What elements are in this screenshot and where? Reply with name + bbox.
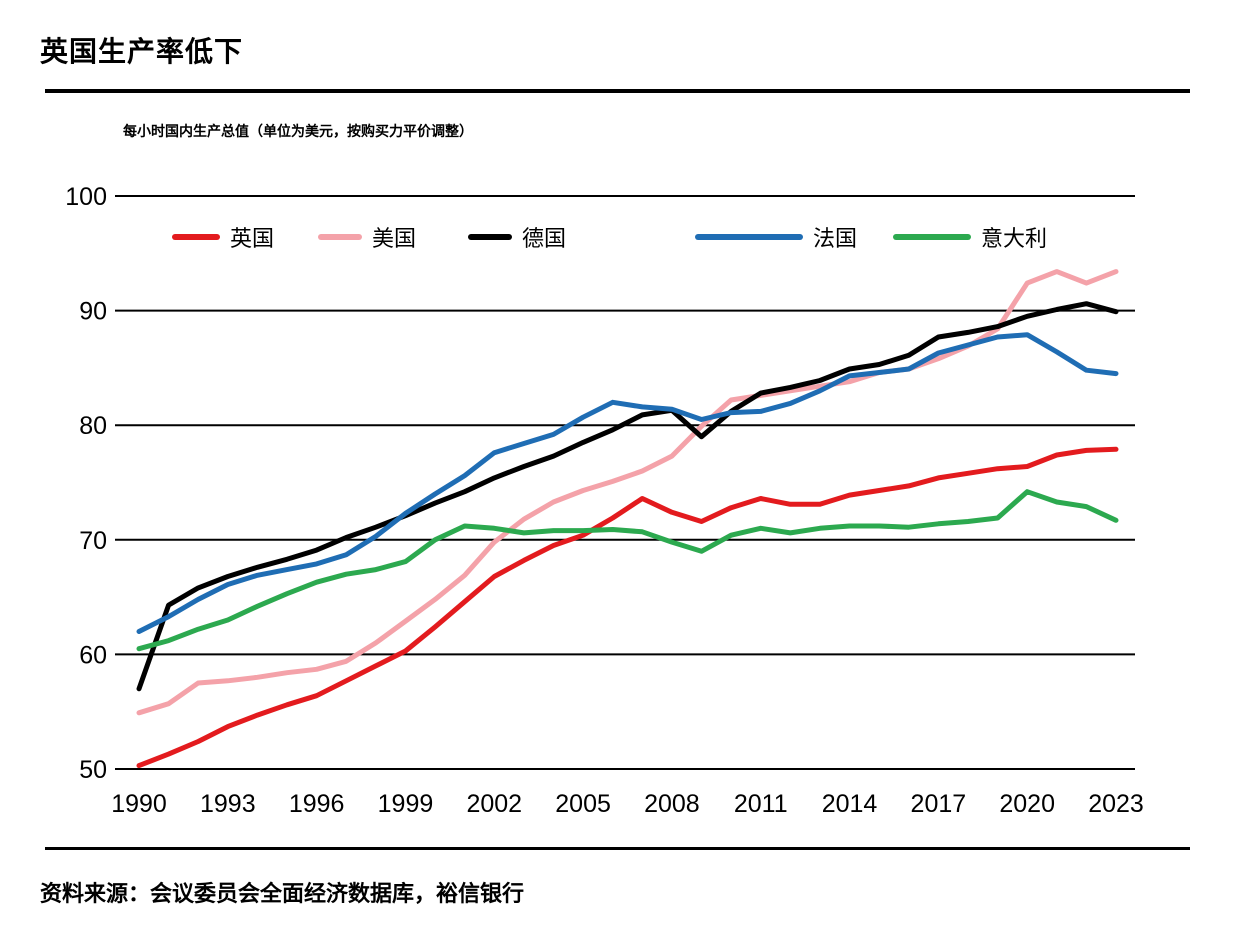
x-tick-label-1990: 1990 (111, 790, 167, 818)
legend-item-德国: 德国 (468, 222, 566, 252)
x-tick-label-1999: 1999 (378, 790, 434, 818)
series-line-法国 (136, 332, 1119, 634)
legend-label-法国: 法国 (813, 226, 858, 251)
y-tick-label-90: 90 (79, 298, 107, 326)
legend-label-德国: 德国 (522, 226, 567, 251)
y-tick-label-80: 80 (79, 412, 107, 440)
legend-swatch-德国 (468, 234, 512, 240)
legend-swatch-意大利 (893, 234, 971, 240)
legend-item-意大利: 意大利 (893, 222, 1047, 252)
series-line-德国 (136, 301, 1119, 692)
legend-swatch-英国 (172, 234, 220, 240)
x-tick-label-2014: 2014 (822, 790, 878, 818)
x-tick-label-2005: 2005 (555, 790, 611, 818)
series-line-英国 (136, 446, 1119, 769)
source-note: 资料来源：会议委员会全面经济数据库，裕信银行 (40, 881, 525, 906)
x-tick-label-2020: 2020 (999, 790, 1055, 818)
legend-item-英国: 英国 (172, 222, 274, 252)
y-tick-label-60: 60 (79, 641, 107, 669)
legend-swatch-法国 (695, 234, 803, 240)
x-tick-label-2017: 2017 (911, 790, 967, 818)
legend-item-法国: 法国 (695, 222, 857, 252)
series-line-意大利 (136, 489, 1119, 652)
top-divider (45, 89, 1190, 93)
page-title: 英国生产率低下 (40, 36, 244, 67)
y-tick-label-50: 50 (79, 756, 107, 784)
x-tick-label-2002: 2002 (466, 790, 522, 818)
x-tick-label-2023: 2023 (1088, 790, 1144, 818)
legend-item-美国: 美国 (318, 222, 416, 252)
x-tick-label-1996: 1996 (289, 790, 345, 818)
series-line-美国 (136, 269, 1119, 716)
y-tick-label-70: 70 (79, 527, 107, 555)
legend-swatch-美国 (318, 234, 362, 240)
legend-label-美国: 美国 (372, 226, 417, 251)
legend-label-英国: 英国 (230, 226, 275, 251)
bottom-divider (45, 847, 1190, 850)
x-tick-label-1993: 1993 (200, 790, 256, 818)
chart-subtitle: 每小时国内生产总值（单位为美元，按购买力平价调整） (123, 123, 473, 139)
legend-label-意大利: 意大利 (981, 226, 1048, 251)
x-tick-label-2008: 2008 (644, 790, 700, 818)
x-tick-label-2011: 2011 (734, 790, 788, 818)
y-tick-label-100: 100 (65, 183, 107, 211)
